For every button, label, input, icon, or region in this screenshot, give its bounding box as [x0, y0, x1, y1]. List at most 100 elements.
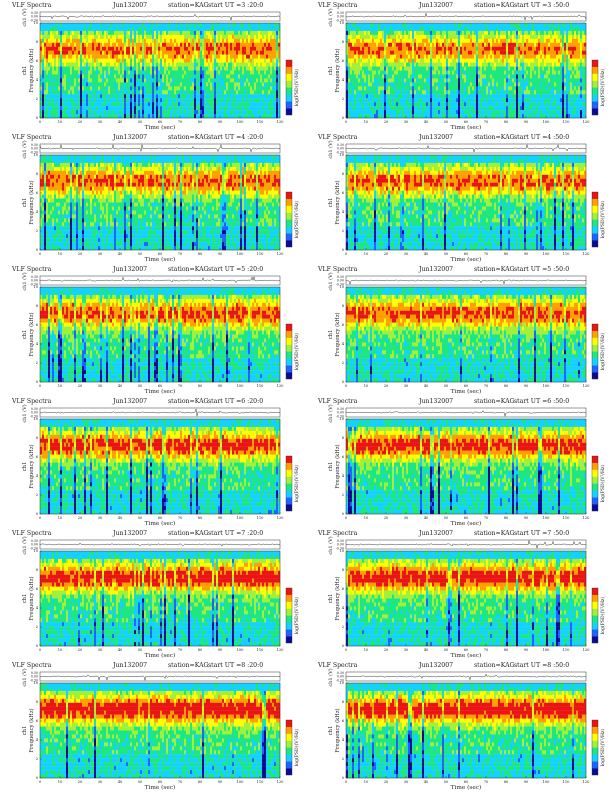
colorbar-segment	[592, 351, 598, 359]
y-axis-label: Frequency (kHz)	[28, 48, 35, 92]
panel-date: Jun132007	[419, 2, 453, 9]
colorbar-label: log(PSD)(V²/Hz)	[599, 465, 606, 503]
x-tick-label: 20	[384, 252, 389, 256]
colorbar-segment	[592, 483, 598, 491]
colorbar-segment	[592, 233, 598, 241]
colorbar-segment	[592, 476, 598, 484]
colorbar-segment	[286, 87, 292, 95]
x-tick-label: 120	[583, 780, 591, 784]
x-tick-label: 20	[384, 780, 389, 784]
y-tick-label: 6	[342, 323, 345, 327]
spectrogram-panel: VLF Spectra Jun132007 station=KAG start UT …	[306, 528, 612, 659]
colorbar-segment	[592, 601, 598, 609]
colorbar-segment	[286, 219, 292, 227]
x-tick-label: 30	[404, 516, 409, 520]
x-tick-label: 60	[464, 120, 469, 124]
colorbar-frame	[285, 323, 293, 380]
waveform-trace	[39, 542, 281, 547]
trace-tick-label: 0.00	[337, 543, 344, 547]
x-tick-label: 70	[178, 120, 183, 124]
colorbar-segment	[592, 629, 598, 637]
x-tick-label: 0	[39, 384, 42, 388]
panel-title: VLF Spectra	[12, 398, 51, 405]
colorbar-label: log(PSD)(V²/Hz)	[293, 465, 300, 503]
colorbar-segment	[286, 504, 292, 512]
colorbar-segment	[286, 768, 292, 776]
y-tick-label: 0	[36, 644, 39, 648]
colorbar-segment	[286, 192, 292, 199]
y-tick-label: 4	[36, 210, 39, 214]
trace-tick-label: -0.30	[30, 415, 38, 419]
colorbar-segment	[592, 358, 598, 366]
y-tick-label: 8	[342, 304, 345, 308]
y-tick-label: 0	[342, 512, 345, 516]
panel-station: station=KAG	[168, 662, 209, 669]
colorbar	[591, 323, 599, 380]
colorbar-segment	[592, 80, 598, 88]
y-tick-label: 6	[36, 59, 39, 63]
channel-label: ch1	[328, 198, 334, 208]
panel-start-time: start UT =3 :50:0	[514, 2, 569, 9]
colorbar-frame	[285, 587, 293, 644]
colorbar-label: log(PSD)(V²/Hz)	[599, 333, 606, 371]
colorbar-segment	[592, 344, 598, 352]
heatmap-cells	[40, 419, 281, 515]
x-tick-label: 30	[404, 120, 409, 124]
y-tick-label: 2	[36, 757, 38, 761]
x-tick-label: 20	[384, 516, 389, 520]
x-tick-label: 10	[58, 648, 63, 652]
channel-label: ch1	[328, 66, 334, 76]
x-tick-label: 80	[504, 780, 509, 784]
y-tick-label: 4	[342, 210, 345, 214]
y-tick-label: 6	[342, 59, 345, 63]
y-tick-label: 10	[33, 417, 38, 421]
trace-frame	[345, 407, 587, 418]
y-tick-label: 6	[342, 455, 345, 459]
y-tick-label: 2	[342, 757, 344, 761]
colorbar-segment	[592, 747, 598, 755]
y-tick-label: 4	[342, 342, 345, 346]
colorbar-segment	[592, 462, 598, 470]
colorbar	[591, 191, 599, 248]
y-tick-label: 0	[36, 380, 39, 384]
x-tick-label: 40	[424, 516, 429, 520]
colorbar-segment	[592, 588, 598, 595]
y-tick-label: 8	[342, 436, 345, 440]
x-tick-label: 110	[563, 780, 571, 784]
x-tick-label: 90	[218, 252, 223, 256]
y-tick-label: 6	[36, 719, 39, 723]
x-tick-label: 80	[198, 120, 203, 124]
colorbar-frame	[591, 455, 599, 512]
panel-start-time: start UT =3 :20:0	[208, 2, 263, 9]
x-tick-label: 50	[138, 516, 143, 520]
x-tick-label: 80	[198, 252, 203, 256]
trace-tick-label: 0.00	[31, 147, 38, 151]
trace-tick-label: 0.00	[337, 411, 344, 415]
waveform-trace	[345, 12, 587, 21]
x-tick-label: 60	[158, 780, 163, 784]
x-tick-label: 70	[178, 780, 183, 784]
panel-date: Jun132007	[113, 2, 147, 9]
x-axis-label: Time (sec)	[451, 256, 482, 263]
channel-label: ch1	[328, 330, 334, 340]
colorbar-segment	[592, 490, 598, 498]
colorbar-segment	[592, 504, 598, 512]
colorbar-segment	[592, 324, 598, 331]
colorbar-segment	[286, 73, 292, 81]
panel-start-time: start UT =8 :20:0	[208, 662, 263, 669]
x-tick-label: 40	[118, 516, 123, 520]
spectrogram-panel: VLF Spectra Jun132007 station=KAG start UT …	[306, 264, 612, 395]
y-tick-label: 2	[342, 361, 344, 365]
y-tick-label: 2	[36, 493, 38, 497]
panel-title: VLF Spectra	[318, 530, 357, 537]
colorbar-segment	[286, 462, 292, 470]
x-tick-label: 50	[138, 120, 143, 124]
y-tick-label: 10	[33, 549, 38, 553]
y-tick-label: 0	[342, 116, 345, 120]
colorbar-segment	[286, 365, 292, 373]
x-tick-label: 30	[404, 384, 409, 388]
heatmap-cells	[40, 155, 281, 251]
trace-tick-label: 0.00	[31, 411, 38, 415]
